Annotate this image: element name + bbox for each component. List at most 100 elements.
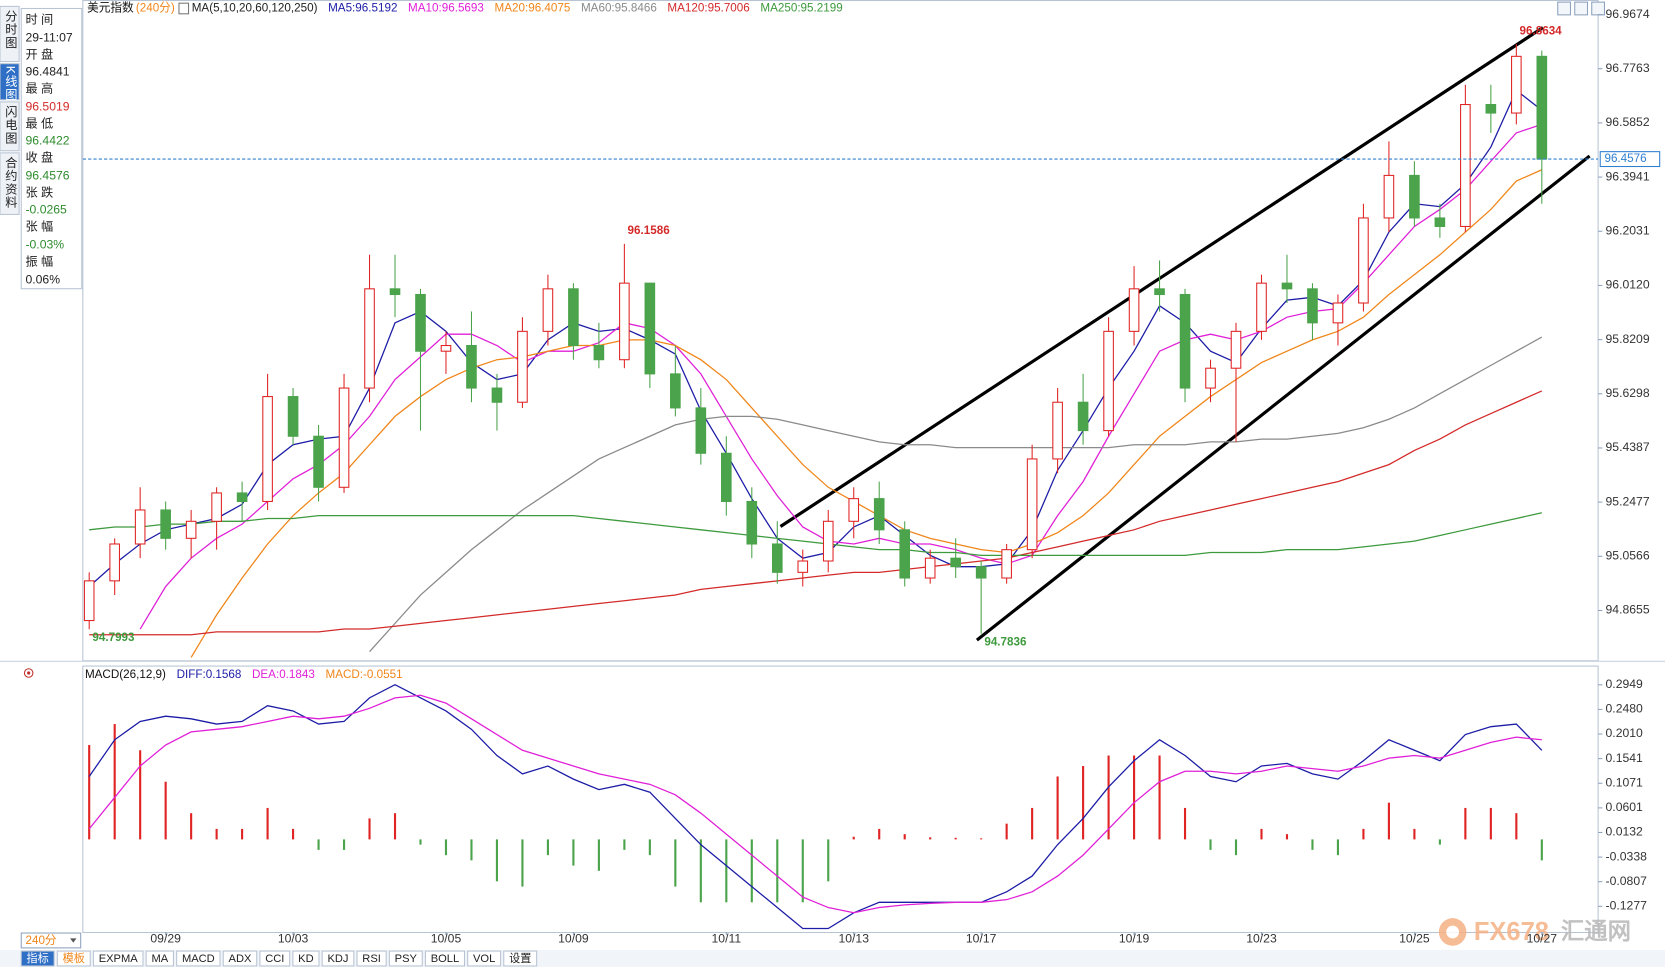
toolbar-tab-label[interactable]: 指标 [27, 951, 49, 965]
side-tab[interactable] [0, 101, 20, 152]
info-panel: 时 间 29-11:07 开 盘 96.4841 最 高 96.5019 最 低… [20, 7, 83, 290]
macd-bar [444, 839, 448, 856]
toolbar-tab-label[interactable]: EXPMA [99, 953, 139, 965]
toolbar-tab-label[interactable]: PSY [395, 953, 418, 965]
side-tab-active[interactable] [0, 63, 20, 101]
candle-body [1205, 367, 1216, 389]
candle-body [873, 498, 885, 531]
toolbar-tab[interactable] [321, 950, 355, 967]
macd-bar [342, 839, 346, 850]
toolbar-tab[interactable] [56, 950, 91, 967]
toolbar-tab[interactable] [145, 950, 174, 967]
toolbar-tab-label[interactable]: 设置 [509, 952, 531, 965]
toolbar-tab[interactable] [259, 950, 291, 967]
side-tabs: 分时图 K线图 闪电图 合约资料 [0, 5, 20, 215]
macd-bar [1311, 839, 1314, 850]
side-tab-label[interactable]: 闪电图 [3, 105, 17, 145]
macd-bar [292, 828, 295, 840]
candle-body [109, 543, 120, 582]
macd-bar [1158, 755, 1161, 840]
candle-body [1128, 288, 1140, 332]
candle-body [644, 282, 656, 375]
legend-entry: MA120:95.7006 [667, 2, 749, 15]
candle-body [1460, 104, 1471, 227]
macd-bar [419, 839, 422, 845]
toolbar-tab[interactable] [503, 950, 538, 967]
macd-settings-icon[interactable] [23, 668, 34, 678]
info-value: -0.0265 [25, 202, 67, 216]
info-value: 0.06% [25, 272, 60, 286]
candle-body [1256, 282, 1267, 332]
candle-body [899, 529, 911, 579]
candle-body [542, 288, 554, 332]
side-tab[interactable] [0, 5, 20, 63]
ma-line [89, 390, 1543, 636]
legend-entry: MA5:96.5192 [328, 2, 397, 15]
toolbar-tab[interactable] [222, 950, 258, 967]
macd-bar [674, 839, 677, 887]
toolbar-tab-label[interactable]: KDJ [327, 953, 348, 965]
indicator-label: MA(5,10,20,60,120,250) [192, 2, 318, 15]
candle-body [1026, 458, 1038, 551]
toolbar-tab-label[interactable]: KD [298, 953, 313, 965]
zoom-button[interactable] [1591, 1, 1606, 16]
macd-bar [317, 839, 320, 850]
candle-body [746, 500, 758, 545]
y-tick-label: 0.2010 [1606, 726, 1644, 740]
zoom-button[interactable] [1574, 1, 1589, 16]
toolbar-tab-label[interactable]: MA [151, 953, 168, 965]
y-tick-label: 94.8655 [1606, 603, 1650, 617]
toolbar-tab[interactable] [292, 950, 320, 967]
macd-bar [113, 724, 116, 840]
toolbar-tab-label[interactable]: ADX [229, 953, 252, 965]
y-tick-label: 0.2480 [1606, 702, 1644, 716]
candle-body [160, 509, 171, 539]
chart-period: (240分) [136, 2, 175, 15]
period-select-label[interactable]: 240分 [25, 934, 56, 947]
info-value: 29-11:07 [25, 30, 72, 44]
toolbar-tab-label[interactable]: BOLL [431, 953, 459, 965]
macd-bar [215, 828, 218, 840]
macd-bar [1056, 776, 1059, 840]
y-tick-label: 95.0566 [1606, 549, 1650, 563]
candle-body [975, 566, 987, 579]
candle-body [1281, 282, 1293, 290]
toolbar-tab[interactable] [467, 950, 502, 967]
macd-bar [1031, 807, 1034, 840]
toolbar-tab-label[interactable]: VOL [473, 953, 495, 965]
x-tick-label: 10/23 [1246, 932, 1277, 946]
side-tab-label[interactable]: 分时图 [3, 9, 17, 49]
toolbar-tab[interactable] [176, 950, 221, 967]
toolbar-tab[interactable] [424, 950, 466, 967]
side-tab[interactable] [0, 152, 20, 215]
info-label: 最 高 [25, 80, 53, 95]
toolbar-tab[interactable] [92, 950, 144, 967]
candle-body [1077, 401, 1089, 432]
macd-bar [648, 839, 651, 856]
toolbar-tab-label[interactable]: CCI [265, 953, 284, 965]
zoom-button[interactable] [1557, 1, 1572, 16]
y-tick-label: 95.4387 [1606, 440, 1650, 454]
macd-line [88, 694, 1542, 914]
legend-entry: DEA:0.1843 [252, 668, 315, 681]
ma-line [190, 169, 1543, 658]
period-select[interactable] [20, 932, 82, 949]
macd-bar [1133, 755, 1136, 840]
toolbar-tab[interactable] [356, 950, 387, 967]
chart-title: 美元指数 [87, 1, 134, 15]
toolbar-tab-label[interactable]: MACD [182, 953, 215, 965]
side-tab-label[interactable]: K线图 [3, 66, 17, 102]
toolbar-tab[interactable] [20, 950, 55, 967]
toolbar-tab-label[interactable]: 模板 [63, 951, 85, 965]
candle-body [593, 344, 605, 361]
side-tab-label[interactable]: 合约资料 [3, 155, 17, 209]
toolbar-tab-label[interactable]: RSI [362, 953, 381, 965]
toolbar-tab[interactable] [388, 950, 423, 967]
low-label: 94.7836 [984, 635, 1027, 648]
candle-body [364, 288, 375, 389]
candle-body [389, 288, 401, 296]
trend-channel [779, 26, 1591, 642]
y-tick-label: 96.2031 [1606, 223, 1650, 237]
info-label: 收 盘 [25, 149, 53, 164]
legend-entry: MA10:96.5693 [408, 2, 484, 15]
